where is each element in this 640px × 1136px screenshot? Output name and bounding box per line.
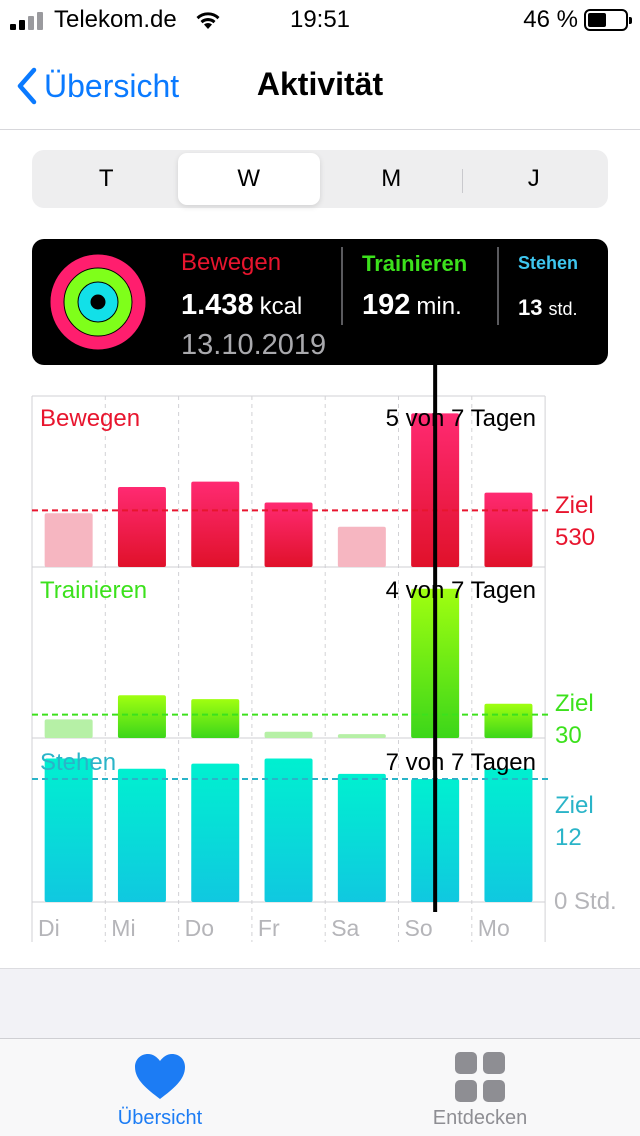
summary-exercise-value: 192 min. [362, 289, 462, 321]
bar-trainieren-fr [264, 731, 313, 738]
bar-stehen-so [411, 779, 460, 902]
day-label: Mo [477, 915, 510, 941]
tab-discover[interactable]: Entdecken [380, 1051, 580, 1130]
bar-stehen-do [191, 763, 240, 902]
bar-trainieren-do [191, 699, 240, 738]
wifi-icon [196, 12, 220, 29]
bar-bewegen-do [191, 481, 240, 567]
goal-value: 30 [555, 722, 582, 749]
bar-stehen-mi [117, 768, 166, 902]
bar-trainieren-sa [337, 734, 386, 738]
section-title: Stehen [40, 749, 117, 776]
summary-date: 13.10.2019 [181, 329, 327, 361]
segment-month[interactable]: M [381, 165, 402, 192]
back-button[interactable]: Übersicht [16, 64, 179, 108]
goal-label: Ziel [555, 792, 594, 819]
battery-icon [584, 9, 632, 31]
bar-bewegen-so [411, 413, 460, 567]
summary-divider [497, 247, 499, 325]
bar-bewegen-di [44, 513, 93, 567]
day-label: So [404, 915, 433, 941]
summary-stand-value: 13 std. [518, 295, 578, 320]
summary-divider [341, 247, 343, 325]
period-segmented-control: T W M J [32, 150, 608, 208]
goal-label: Ziel [555, 492, 594, 519]
bar-trainieren-mi [117, 695, 166, 738]
clock: 19:51 [289, 6, 351, 33]
background-area [0, 968, 640, 1038]
bar-bewegen-fr [264, 502, 313, 567]
status-bar: Telekom.de 19:51 46 % [0, 0, 640, 40]
bar-trainieren-so [411, 588, 460, 738]
carrier-name: Telekom.de [54, 6, 177, 33]
day-label: Do [184, 915, 214, 941]
goal-value: 12 [555, 824, 582, 851]
bar-bewegen-mi [117, 486, 166, 567]
navigation-bar: Übersicht Aktivität [0, 40, 640, 130]
section-title: Bewegen [40, 405, 141, 432]
bar-bewegen-mo [484, 492, 533, 567]
summary-move-value: 1.438 kcal [181, 289, 303, 321]
segment-week[interactable]: W [177, 153, 320, 205]
summary-stand-label: Stehen [518, 253, 579, 273]
goal-label: Ziel [555, 690, 594, 717]
activity-rings-icon [50, 254, 146, 350]
section-summary: 4 von 7 Tagen [385, 577, 536, 604]
chevron-left-icon [17, 67, 37, 105]
day-label: Fr [257, 915, 280, 941]
section-summary: 7 von 7 Tagen [385, 749, 536, 776]
bar-stehen-sa [337, 773, 386, 902]
bar-stehen-fr [264, 758, 313, 902]
day-label: Mi [111, 915, 136, 941]
bar-stehen-di [44, 758, 93, 902]
bar-trainieren-di [44, 719, 93, 738]
tab-overview-label: Übersicht [117, 1107, 203, 1129]
grid-icon [455, 1052, 505, 1102]
day-label: Di [38, 915, 60, 941]
bar-stehen-mo [484, 768, 533, 902]
tab-bar: Übersicht Entdecken [0, 1038, 640, 1136]
section-summary: 5 von 7 Tagen [385, 405, 536, 432]
baseline-label: 0 Std. [554, 888, 617, 915]
segment-day[interactable]: T [98, 165, 114, 192]
battery-percent: 46 % [523, 6, 578, 33]
page-title: Aktivität [256, 66, 384, 102]
signal-icon [10, 12, 46, 30]
summary-move-label: Bewegen [181, 249, 282, 276]
tab-discover-label: Entdecken [432, 1107, 528, 1129]
goal-value: 530 [555, 524, 596, 551]
activity-summary-card: Bewegen 1.438 kcal 13.10.2019 Trainieren … [32, 239, 608, 365]
summary-exercise-label: Trainieren [362, 251, 468, 276]
bar-trainieren-mo [484, 703, 533, 738]
day-label: Sa [331, 915, 360, 941]
section-title: Trainieren [40, 577, 148, 604]
heart-icon [135, 1054, 185, 1099]
bar-bewegen-sa [337, 526, 386, 567]
segment-year[interactable]: J [461, 153, 606, 205]
tab-overview[interactable]: Übersicht [60, 1051, 260, 1130]
back-button-label: Übersicht [44, 67, 180, 104]
